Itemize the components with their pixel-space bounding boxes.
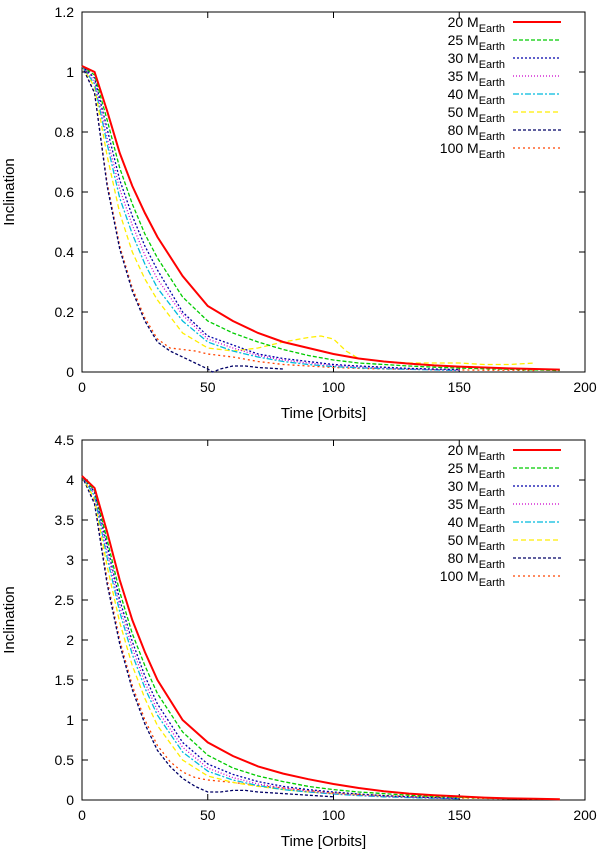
legend-label-subscript: Earth (479, 41, 505, 53)
legend-label-main: 20 M (448, 442, 479, 458)
y-tick-label: 0.6 (55, 184, 75, 200)
legend-label-main: 40 M (448, 514, 479, 530)
legend-label: 100 MEarth (440, 140, 505, 161)
legend-label: 40 MEarth (448, 86, 505, 107)
y-tick-label: 4 (66, 472, 74, 488)
legend-label-subscript: Earth (479, 59, 505, 71)
series-line-20Mearth (81, 475, 560, 801)
x-tick-label: 50 (200, 807, 216, 823)
legend-label-main: 80 M (448, 550, 479, 566)
y-axis-title: Inclination (1, 158, 18, 226)
legend-label-main: 35 M (448, 68, 479, 84)
legend-label-subscript: Earth (479, 577, 505, 589)
legend-label-main: 100 M (440, 568, 479, 584)
x-tick-label: 200 (573, 379, 597, 395)
series-line-50Mearth (81, 65, 535, 366)
legend-label-subscript: Earth (479, 451, 505, 463)
legend-label-main: 40 M (448, 86, 479, 102)
legend-label-subscript: Earth (479, 113, 505, 125)
x-tick-label: 100 (322, 807, 346, 823)
y-tick-label: 1 (66, 64, 74, 80)
series-line-35Mearth (81, 475, 460, 800)
legend-label: 35 MEarth (448, 68, 505, 89)
series-line-25Mearth (81, 65, 560, 372)
legend-label: 20 MEarth (448, 14, 505, 35)
legend-label: 25 MEarth (448, 460, 505, 481)
series-line-100Mearth (81, 475, 535, 800)
x-tick-label: 150 (448, 379, 472, 395)
y-tick-label: 0 (66, 792, 74, 808)
legend-label-subscript: Earth (479, 77, 505, 89)
legend-label-main: 80 M (448, 122, 479, 138)
legend-label: 30 MEarth (448, 478, 505, 499)
x-tick-label: 100 (322, 379, 346, 395)
legend-label-main: 50 M (448, 532, 479, 548)
y-tick-label: 3.5 (55, 512, 75, 528)
y-tick-label: 4.5 (55, 432, 75, 448)
chart-1: 0 50 100 150 200 0 0.2 0.4 0.6 0.8 1 1.2 Time [Orbit… (1, 4, 597, 422)
x-axis-title: Time [Orbits] (281, 833, 366, 850)
y-tick-label: 2 (66, 632, 74, 648)
legend-label-subscript: Earth (479, 131, 505, 143)
plot-frame (81, 11, 586, 373)
x-tick-label: 0 (78, 379, 86, 395)
series-line-35Mearth (81, 65, 460, 371)
legend-label: 50 MEarth (448, 532, 505, 553)
legend-label-subscript: Earth (479, 95, 505, 107)
y-tick-label: 0.2 (55, 304, 75, 320)
series-line-80Mearth (81, 65, 284, 373)
legend-label: 80 MEarth (448, 122, 505, 143)
legend-label-main: 35 M (448, 496, 479, 512)
y-tick-label: 0.4 (55, 244, 75, 260)
legend-label-subscript: Earth (479, 487, 505, 499)
y-tick-label: 1.5 (55, 672, 75, 688)
legend-label-subscript: Earth (479, 149, 505, 161)
legend-label: 35 MEarth (448, 496, 505, 517)
legend-label-subscript: Earth (479, 23, 505, 35)
legend-label: 25 MEarth (448, 32, 505, 53)
legend-label-main: 25 M (448, 32, 479, 48)
legend-label: 50 MEarth (448, 104, 505, 125)
legend-label-main: 30 M (448, 50, 479, 66)
y-axis-title: Inclination (1, 586, 18, 654)
legend-label: 100 MEarth (440, 568, 505, 589)
x-tick-label: 150 (448, 807, 472, 823)
series-line-20Mearth (81, 65, 560, 371)
legend-label-main: 30 M (448, 478, 479, 494)
legend-label-main: 50 M (448, 104, 479, 120)
y-tick-label: 1.2 (55, 4, 75, 20)
y-tick-label: 0.5 (55, 752, 75, 768)
legend-label: 80 MEarth (448, 550, 505, 571)
legend-label-subscript: Earth (479, 541, 505, 553)
legend-label-main: 100 M (440, 140, 479, 156)
x-tick-label: 200 (573, 807, 597, 823)
legend-label-subscript: Earth (479, 523, 505, 535)
x-tick-label: 50 (200, 379, 216, 395)
chart-2: 0 50 100 150 200 0 0.5 1 1.5 2 2.5 3 3.5 4 4.5 Time [Or… (1, 432, 597, 850)
legend-label-subscript: Earth (479, 559, 505, 571)
series-line-30Mearth (81, 475, 460, 800)
legend-label: 20 MEarth (448, 442, 505, 463)
legend-label: 30 MEarth (448, 50, 505, 71)
legend-label-main: 25 M (448, 460, 479, 476)
y-tick-label: 2.5 (55, 592, 75, 608)
y-tick-label: 1 (66, 712, 74, 728)
legend-label-main: 20 M (448, 14, 479, 30)
y-tick-label: 0.8 (55, 124, 75, 140)
y-tick-label: 3 (66, 552, 74, 568)
legend-label-subscript: Earth (479, 505, 505, 517)
series-line-80Mearth (81, 475, 334, 798)
legend-label: 40 MEarth (448, 514, 505, 535)
x-axis-title: Time [Orbits] (281, 405, 366, 422)
y-tick-label: 0 (66, 364, 74, 380)
legend-label-subscript: Earth (479, 469, 505, 481)
x-tick-label: 0 (78, 807, 86, 823)
